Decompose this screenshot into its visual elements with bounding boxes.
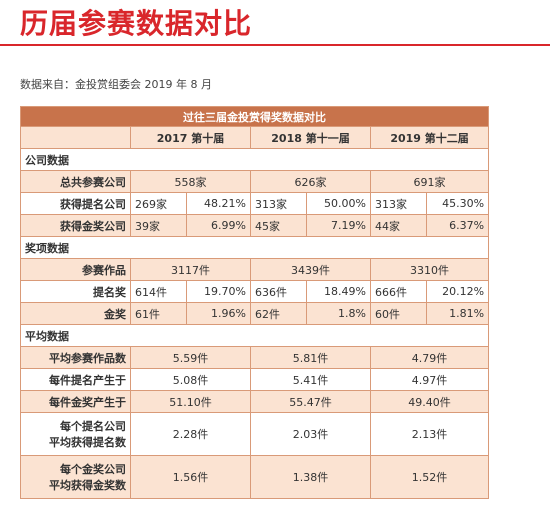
value-cell: 5.41件 [250, 368, 371, 391]
data-row: 获得金奖公司 39家 6.99% 45家 7.19% 44家 6.37% [20, 214, 490, 237]
value-cell: 5.59件 [130, 346, 251, 369]
value-cell: 614件 [130, 280, 187, 303]
value-cell: 45家 [250, 214, 307, 237]
banner-row: 过往三届金投赏得奖数据对比 [19, 106, 490, 127]
value-cell: 7.19% [306, 214, 371, 237]
row-label: 参赛作品 [20, 258, 131, 281]
banner: 过往三届金投赏得奖数据对比 [19, 106, 490, 127]
corner-cell [20, 126, 131, 149]
row-label-line: 获得金奖公司 [60, 219, 126, 233]
year-header: 2018 第十一届 [250, 126, 371, 149]
value-cell: 1.56件 [130, 455, 251, 499]
value-cell: 55.47件 [250, 390, 371, 413]
value-cell: 6.37% [425, 214, 490, 237]
value-cell: 51.10件 [130, 390, 251, 413]
value-cell: 45.30% [425, 192, 490, 215]
data-row: 每个金奖公司 平均获得金奖数 1.56件 1.38件 1.52件 [20, 455, 490, 499]
row-label: 每件提名产生于 [20, 368, 131, 391]
year-header-row: 2017 第十届 2018 第十一届 2019 第十二届 [20, 126, 490, 149]
data-row: 平均参赛作品数 5.59件 5.81件 4.79件 [20, 346, 490, 369]
value-cell: 60件 [370, 302, 427, 325]
value-cell: 313家 [370, 192, 427, 215]
row-label-line: 每个金奖公司 [60, 463, 126, 476]
row-label-line: 平均参赛作品数 [49, 351, 126, 365]
value-cell: 636件 [250, 280, 307, 303]
value-cell: 39家 [130, 214, 187, 237]
section-row: 公司数据 [19, 148, 490, 171]
data-row: 提名奖 614件 19.70% 636件 18.49% 666件 20.12% [20, 280, 490, 303]
row-label: 总共参赛公司 [20, 170, 131, 193]
value-cell: 4.97件 [369, 368, 490, 391]
row-label: 提名奖 [20, 280, 131, 303]
value-cell: 18.49% [306, 280, 371, 303]
value-cell: 626家 [250, 170, 371, 193]
value-cell: 2.03件 [250, 412, 371, 456]
data-row: 获得提名公司 269家 48.21% 313家 50.00% 313家 45.30% [20, 192, 490, 215]
section-row: 奖项数据 [19, 236, 490, 259]
value-cell: 3310件 [369, 258, 490, 281]
value-cell: 19.70% [186, 280, 251, 303]
year-header: 2017 第十届 [130, 126, 251, 149]
data-row: 金奖 61件 1.96% 62件 1.8% 60件 1.81% [20, 302, 490, 325]
value-cell: 269家 [130, 192, 187, 215]
row-label: 每个提名公司平均获得提名数 [20, 412, 131, 456]
section-title: 平均数据 [19, 324, 490, 347]
data-row: 参赛作品 3117件 3439件 3310件 [20, 258, 490, 281]
value-cell: 3117件 [130, 258, 251, 281]
value-cell: 1.81% [425, 302, 490, 325]
row-label: 金奖 [20, 302, 131, 325]
title-rule [0, 44, 550, 46]
value-cell: 2.13件 [369, 412, 490, 456]
value-cell: 313家 [250, 192, 307, 215]
row-label-line: 参赛作品 [82, 263, 126, 277]
value-cell: 691家 [369, 170, 490, 193]
value-cell: 4.79件 [369, 346, 490, 369]
value-cell: 48.21% [186, 192, 251, 215]
row-label: 平均参赛作品数 [20, 346, 131, 369]
value-cell: 3439件 [250, 258, 371, 281]
value-cell: 50.00% [306, 192, 371, 215]
value-cell: 1.8% [306, 302, 371, 325]
value-cell: 49.40件 [369, 390, 490, 413]
value-cell: 44家 [370, 214, 427, 237]
row-label-line: 每件提名产生于 [49, 373, 126, 387]
row-label-line: 平均获得提名数 [49, 436, 126, 449]
comparison-table: 过往三届金投赏得奖数据对比 2017 第十届 2018 第十一届 2019 第十二届公… [19, 106, 490, 499]
source-note: 数据来自：金投赏组委会 2019 年 8 月 [20, 78, 212, 91]
row-label-line: 每个提名公司 [60, 420, 126, 433]
row-label: 每件金奖产生于 [20, 390, 131, 413]
year-header: 2019 第十二届 [369, 126, 490, 149]
data-row: 每件金奖产生于 51.10件 55.47件 49.40件 [20, 390, 490, 413]
value-cell: 1.96% [186, 302, 251, 325]
value-cell: 5.08件 [130, 368, 251, 391]
value-cell: 61件 [130, 302, 187, 325]
table-body: 过往三届金投赏得奖数据对比 2017 第十届 2018 第十一届 2019 第十二届公… [19, 106, 490, 499]
section-row: 平均数据 [19, 324, 490, 347]
row-label-line: 每件金奖产生于 [49, 395, 126, 409]
row-label: 获得金奖公司 [20, 214, 131, 237]
data-row: 总共参赛公司 558家 626家 691家 [20, 170, 490, 193]
value-cell: 1.52件 [369, 455, 490, 499]
value-cell: 62件 [250, 302, 307, 325]
row-label-line: 提名奖 [93, 285, 126, 299]
row-label-line: 总共参赛公司 [60, 175, 126, 189]
section-title: 奖项数据 [19, 236, 490, 259]
row-label-line: 获得提名公司 [60, 197, 126, 211]
row-label: 获得提名公司 [20, 192, 131, 215]
section-title: 公司数据 [19, 148, 490, 171]
data-row: 每件提名产生于 5.08件 5.41件 4.97件 [20, 368, 490, 391]
row-label: 每个金奖公司平均获得金奖数 [20, 455, 131, 499]
data-row: 每个提名公司 平均获得提名数 2.28件 2.03件 2.13件 [20, 412, 490, 456]
value-cell: 558家 [130, 170, 251, 193]
page-title: 历届参赛数据对比 [20, 7, 253, 40]
value-cell: 20.12% [425, 280, 490, 303]
value-cell: 6.99% [186, 214, 251, 237]
row-label-line: 金奖 [104, 307, 126, 321]
value-cell: 1.38件 [250, 455, 371, 499]
value-cell: 666件 [370, 280, 427, 303]
row-label-line: 平均获得金奖数 [49, 479, 126, 492]
value-cell: 5.81件 [250, 346, 371, 369]
value-cell: 2.28件 [130, 412, 251, 456]
